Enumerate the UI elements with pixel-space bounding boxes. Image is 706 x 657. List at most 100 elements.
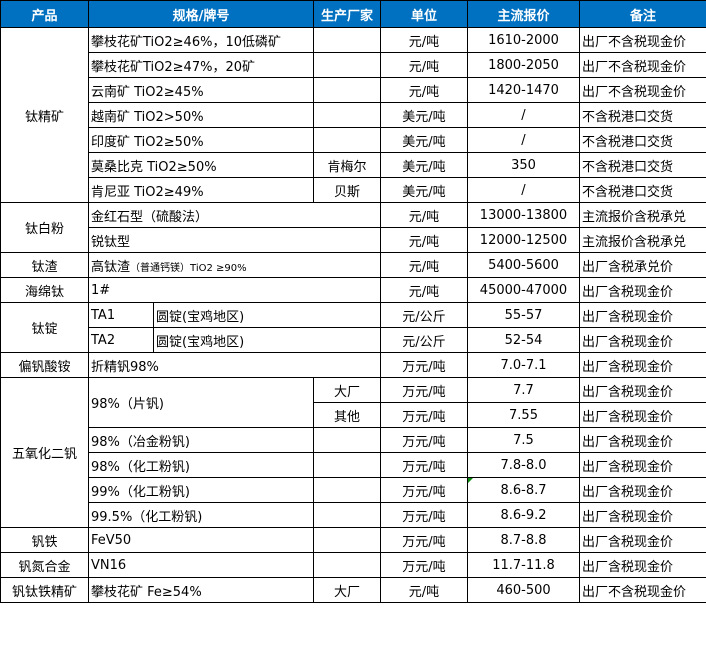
unit-cell: 万元/吨 xyxy=(380,477,468,503)
price-cell: 12000-12500 xyxy=(467,227,580,253)
table-row: 98%（化工粉钒) 万元/吨 7.8-8.0 出厂含税现金价 xyxy=(1,452,706,478)
price-cell: / xyxy=(467,127,580,153)
price-cell: 8.7-8.8 xyxy=(467,527,580,553)
table-row: 海绵钛 1# 元/吨 45000-47000 出厂含税现金价 xyxy=(0,277,706,303)
product-cell: 钒铁 xyxy=(0,527,89,553)
spec-cell: 云南矿 TiO2≥45% xyxy=(88,77,314,103)
product-cell: 钛锭 xyxy=(0,302,89,353)
spec-cell: 越南矿 TiO2>50% xyxy=(88,102,314,128)
note-cell: 主流报价含税承兑 xyxy=(579,202,706,228)
table-row: 其他 万元/吨 7.55 出厂含税现金价 xyxy=(1,402,706,428)
price-cell: 1610-2000 xyxy=(467,27,580,53)
spec-cell: 1# xyxy=(88,277,381,303)
spec-text: 高钛渣 xyxy=(91,259,131,275)
vendor-cell xyxy=(313,552,381,578)
spec-cell: 攀枝花矿TiO2≥46%，10低磷矿 xyxy=(88,27,314,53)
table-row: 钛精矿 攀枝花矿TiO2≥46%，10低磷矿 元/吨 1610-2000 出厂不… xyxy=(0,27,706,203)
table-row: 越南矿 TiO2>50% 美元/吨 / 不含税港口交货 xyxy=(1,102,706,128)
note-cell: 出厂含税现金价 xyxy=(579,502,706,528)
header-unit: 单位 xyxy=(380,0,468,28)
price-cell: 7.55 xyxy=(467,402,580,428)
spec-cell: 莫桑比克 TiO2≥50% xyxy=(88,152,314,178)
price-cell: 350 xyxy=(467,152,580,178)
spec-cell: 高钛渣（普通钙镁）TiO2 ≥90% xyxy=(88,252,381,278)
product-cell: 钛渣 xyxy=(0,252,89,278)
unit-cell: 美元/吨 xyxy=(380,152,468,178)
spec-cell: 98%（片钒) xyxy=(88,377,314,428)
header-product: 产品 xyxy=(0,0,89,28)
grade-cell: TA1 xyxy=(88,302,154,328)
note-cell: 出厂含税现金价 xyxy=(579,327,706,353)
spec-cell: 肯尼亚 TiO2≥49% xyxy=(88,177,314,203)
table-row: 98%（冶金粉钒) 万元/吨 7.5 出厂含税现金价 xyxy=(1,427,706,453)
unit-cell: 元/吨 xyxy=(380,252,468,278)
unit-cell: 美元/吨 xyxy=(380,177,468,203)
unit-cell: 美元/吨 xyxy=(380,127,468,153)
product-cell: 钛精矿 xyxy=(0,27,89,203)
table-row: TA2 圆锭(宝鸡地区) 元/公斤 52-54 出厂含税现金价 xyxy=(1,327,706,353)
spec-cell: 攀枝花矿TiO2≥47%，20矿 xyxy=(88,52,314,78)
header-row: 产品 规格/牌号 生产厂家 单位 主流报价 备注 xyxy=(0,0,706,28)
table-row: 钒铁 FeV50 万元/吨 8.7-8.8 出厂含税现金价 xyxy=(0,527,706,553)
price-cell: 45000-47000 xyxy=(467,277,580,303)
price-cell: 460-500 xyxy=(467,577,580,603)
unit-cell: 万元/吨 xyxy=(380,502,468,528)
table-row: 印度矿 TiO2≥50% 美元/吨 / 不含税港口交货 xyxy=(1,127,706,153)
vendor-cell xyxy=(313,127,381,153)
note-cell: 出厂含税现金价 xyxy=(579,427,706,453)
price-cell: 13000-13800 xyxy=(467,202,580,228)
product-cell: 海绵钛 xyxy=(0,277,89,303)
price-cell: 5400-5600 xyxy=(467,252,580,278)
price-cell: 7.5 xyxy=(467,427,580,453)
unit-cell: 元/吨 xyxy=(380,27,468,53)
spec-cell: FeV50 xyxy=(88,527,314,553)
table-row: 钒钛铁精矿 攀枝花矿 Fe≥54% 大厂 元/吨 460-500 出厂不含税现金… xyxy=(0,577,706,603)
note-cell: 出厂含税现金价 xyxy=(579,302,706,328)
unit-cell: 元/公斤 xyxy=(380,327,468,353)
note-cell: 出厂含税承兑价 xyxy=(579,252,706,278)
header-price: 主流报价 xyxy=(467,0,580,28)
price-cell: 11.7-11.8 xyxy=(467,552,580,578)
note-cell: 出厂含税现金价 xyxy=(579,452,706,478)
unit-cell: 元/吨 xyxy=(380,577,468,603)
vendor-cell xyxy=(313,452,381,478)
spec-cell: 98%（冶金粉钒) xyxy=(88,427,314,453)
product-cell: 钒氮合金 xyxy=(0,552,89,578)
note-cell: 出厂不含税现金价 xyxy=(579,27,706,53)
table-row: 肯尼亚 TiO2≥49% 贝斯 美元/吨 / 不含税港口交货 xyxy=(1,177,706,203)
vendor-cell xyxy=(313,77,381,103)
vendor-cell: 大厂 xyxy=(313,377,381,403)
note-cell: 出厂含税现金价 xyxy=(579,352,706,378)
note-cell: 出厂不含税现金价 xyxy=(579,52,706,78)
vendor-cell xyxy=(313,477,381,503)
spec-cell: 圆锭(宝鸡地区) xyxy=(153,327,381,353)
note-cell: 不含税港口交货 xyxy=(579,102,706,128)
table-row: 99%（化工粉钒) 万元/吨 8.6-8.7 出厂含税现金价 xyxy=(1,477,706,503)
unit-cell: 元/吨 xyxy=(380,52,468,78)
table-row: 锐钛型 元/吨 12000-12500 主流报价含税承兑 xyxy=(1,227,706,253)
unit-cell: 万元/吨 xyxy=(380,452,468,478)
vendor-cell xyxy=(313,527,381,553)
spec-cell: 圆锭(宝鸡地区) xyxy=(153,302,381,328)
table-row: 攀枝花矿TiO2≥47%，20矿 元/吨 1800-2050 出厂不含税现金价 xyxy=(1,52,706,78)
table-row: 莫桑比克 TiO2≥50% 肯梅尔 美元/吨 350 不含税港口交货 xyxy=(1,152,706,178)
note-cell: 不含税港口交货 xyxy=(579,177,706,203)
spec-cell: 金红石型（硫酸法） xyxy=(88,202,381,228)
table-row: 钒氮合金 VN16 万元/吨 11.7-11.8 出厂含税现金价 xyxy=(0,552,706,578)
spec-cell: 攀枝花矿 Fe≥54% xyxy=(88,577,314,603)
header-spec: 规格/牌号 xyxy=(88,0,314,28)
price-cell: 7.0-7.1 xyxy=(467,352,580,378)
table-row: 偏钒酸铵 折精钒98% 万元/吨 7.0-7.1 出厂含税现金价 xyxy=(0,352,706,378)
price-cell: 1420-1470 xyxy=(467,77,580,103)
product-cell: 钛白粉 xyxy=(0,202,89,253)
table-row: 钛锭 TA1 圆锭(宝鸡地区) 元/公斤 55-57 出厂含税现金价 xyxy=(0,302,706,353)
vendor-cell: 肯梅尔 xyxy=(313,152,381,178)
table-row: 钛白粉 金红石型（硫酸法） 元/吨 13000-13800 主流报价含税承兑 xyxy=(0,202,706,253)
vendor-cell xyxy=(313,52,381,78)
note-cell: 主流报价含税承兑 xyxy=(579,227,706,253)
vendor-cell xyxy=(313,27,381,53)
note-cell: 出厂含税现金价 xyxy=(579,477,706,503)
product-cell: 五氧化二钒 xyxy=(0,377,89,528)
unit-cell: 元/公斤 xyxy=(380,302,468,328)
grade-cell: TA2 xyxy=(88,327,154,353)
